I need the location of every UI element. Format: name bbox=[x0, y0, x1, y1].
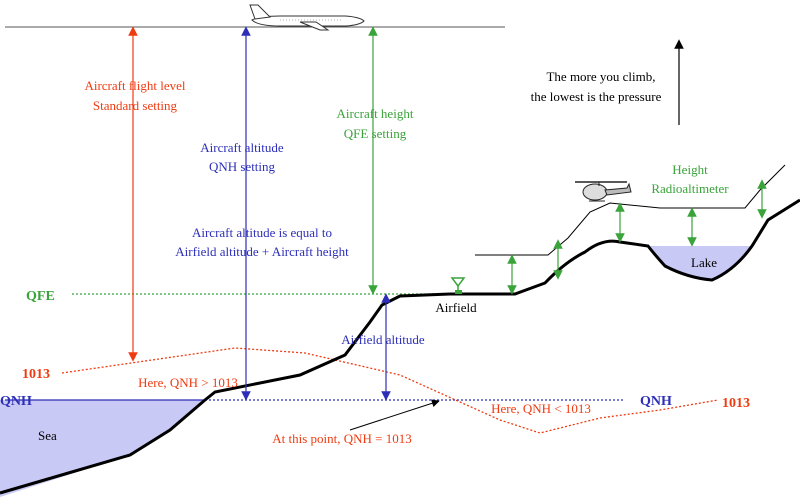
std-left-label: 1013 bbox=[22, 367, 50, 382]
equal-label-2: Airfield altitude + Aircraft height bbox=[175, 244, 349, 259]
height-label-1: Aircraft height bbox=[337, 106, 414, 121]
climb-label-2: the lowest is the pressure bbox=[531, 89, 662, 104]
airplane-icon bbox=[249, 4, 365, 31]
radio-label-2: Radioaltimeter bbox=[651, 181, 729, 196]
lake-label: Lake bbox=[691, 255, 717, 270]
here-gt-label: Here, QNH > 1013 bbox=[138, 375, 238, 390]
climb-label-1: The more you climb, bbox=[546, 69, 655, 84]
standard-pressure-curve bbox=[61, 347, 719, 434]
point-eq-label: At this point, QNH = 1013 bbox=[272, 431, 412, 446]
equal-label-1: Aircraft altitude is equal to bbox=[192, 225, 332, 240]
altitude-label-1: Aircraft altitude bbox=[200, 140, 284, 155]
flight-level-label-2: Standard setting bbox=[93, 98, 178, 113]
radioaltimeter-line bbox=[475, 164, 786, 256]
airfield-label: Airfield bbox=[435, 300, 477, 315]
here-lt-label: Here, QNH < 1013 bbox=[491, 401, 591, 416]
antenna-icon bbox=[450, 277, 466, 294]
qnh-left-label: QNH bbox=[0, 394, 32, 409]
qnh-right-label: QNH bbox=[640, 394, 672, 409]
sea-label: Sea bbox=[38, 428, 57, 443]
flight-level-label-1: Aircraft flight level bbox=[84, 78, 185, 93]
radio-label-1: Height bbox=[672, 162, 708, 177]
airfield-altitude-label: Airfield altitude bbox=[341, 332, 425, 347]
sea-area bbox=[0, 400, 205, 497]
height-label-2: QFE setting bbox=[344, 126, 407, 141]
std-right-label: 1013 bbox=[722, 396, 750, 411]
qfe-label: QFE bbox=[26, 289, 55, 304]
altitude-label-2: QNH setting bbox=[209, 159, 276, 174]
helicopter-icon bbox=[575, 181, 632, 202]
equal-point-arrow bbox=[349, 399, 440, 431]
terrain-line bbox=[0, 198, 800, 495]
